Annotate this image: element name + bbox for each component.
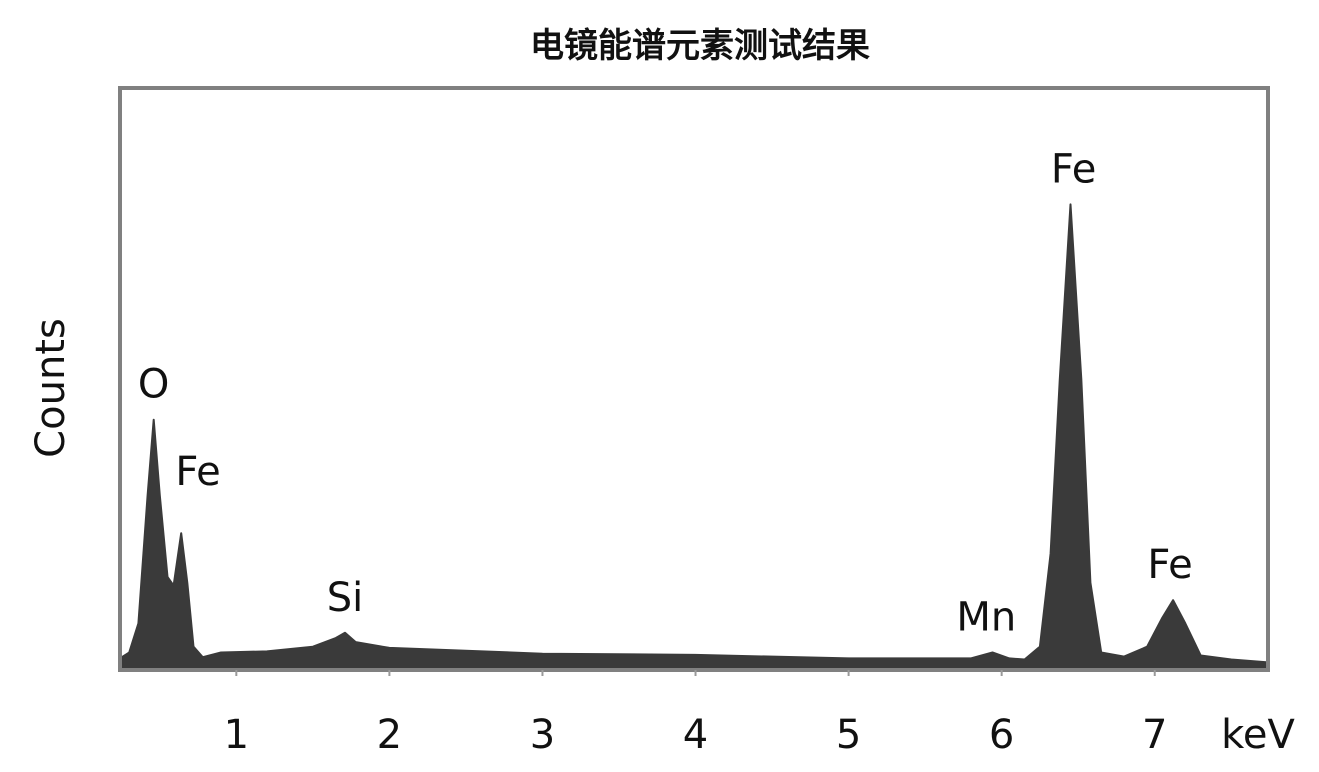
x-tick-label: 3 xyxy=(530,712,555,758)
x-axis-label: keV xyxy=(1221,712,1295,758)
peak-label-fe: Fe xyxy=(175,449,220,495)
x-tick-label: 6 xyxy=(989,712,1014,758)
y-axis-label: Counts xyxy=(28,318,74,458)
peak-label-si: Si xyxy=(327,575,364,621)
peak-label-o: O xyxy=(138,362,169,408)
peak-label-fe: Fe xyxy=(1147,542,1192,588)
peak-label-mn: Mn xyxy=(956,595,1016,641)
x-tick-label: 2 xyxy=(377,712,402,758)
spectrum-area xyxy=(119,203,1269,671)
peak-label-fe: Fe xyxy=(1051,146,1096,192)
x-tick-label: 1 xyxy=(224,712,249,758)
x-tick-label: 5 xyxy=(836,712,861,758)
plot-frame xyxy=(118,86,1270,672)
x-tick-label: 4 xyxy=(683,712,708,758)
chart-title: 电镜能谱元素测试结果 xyxy=(530,26,870,66)
x-tick-label: 7 xyxy=(1142,712,1167,758)
